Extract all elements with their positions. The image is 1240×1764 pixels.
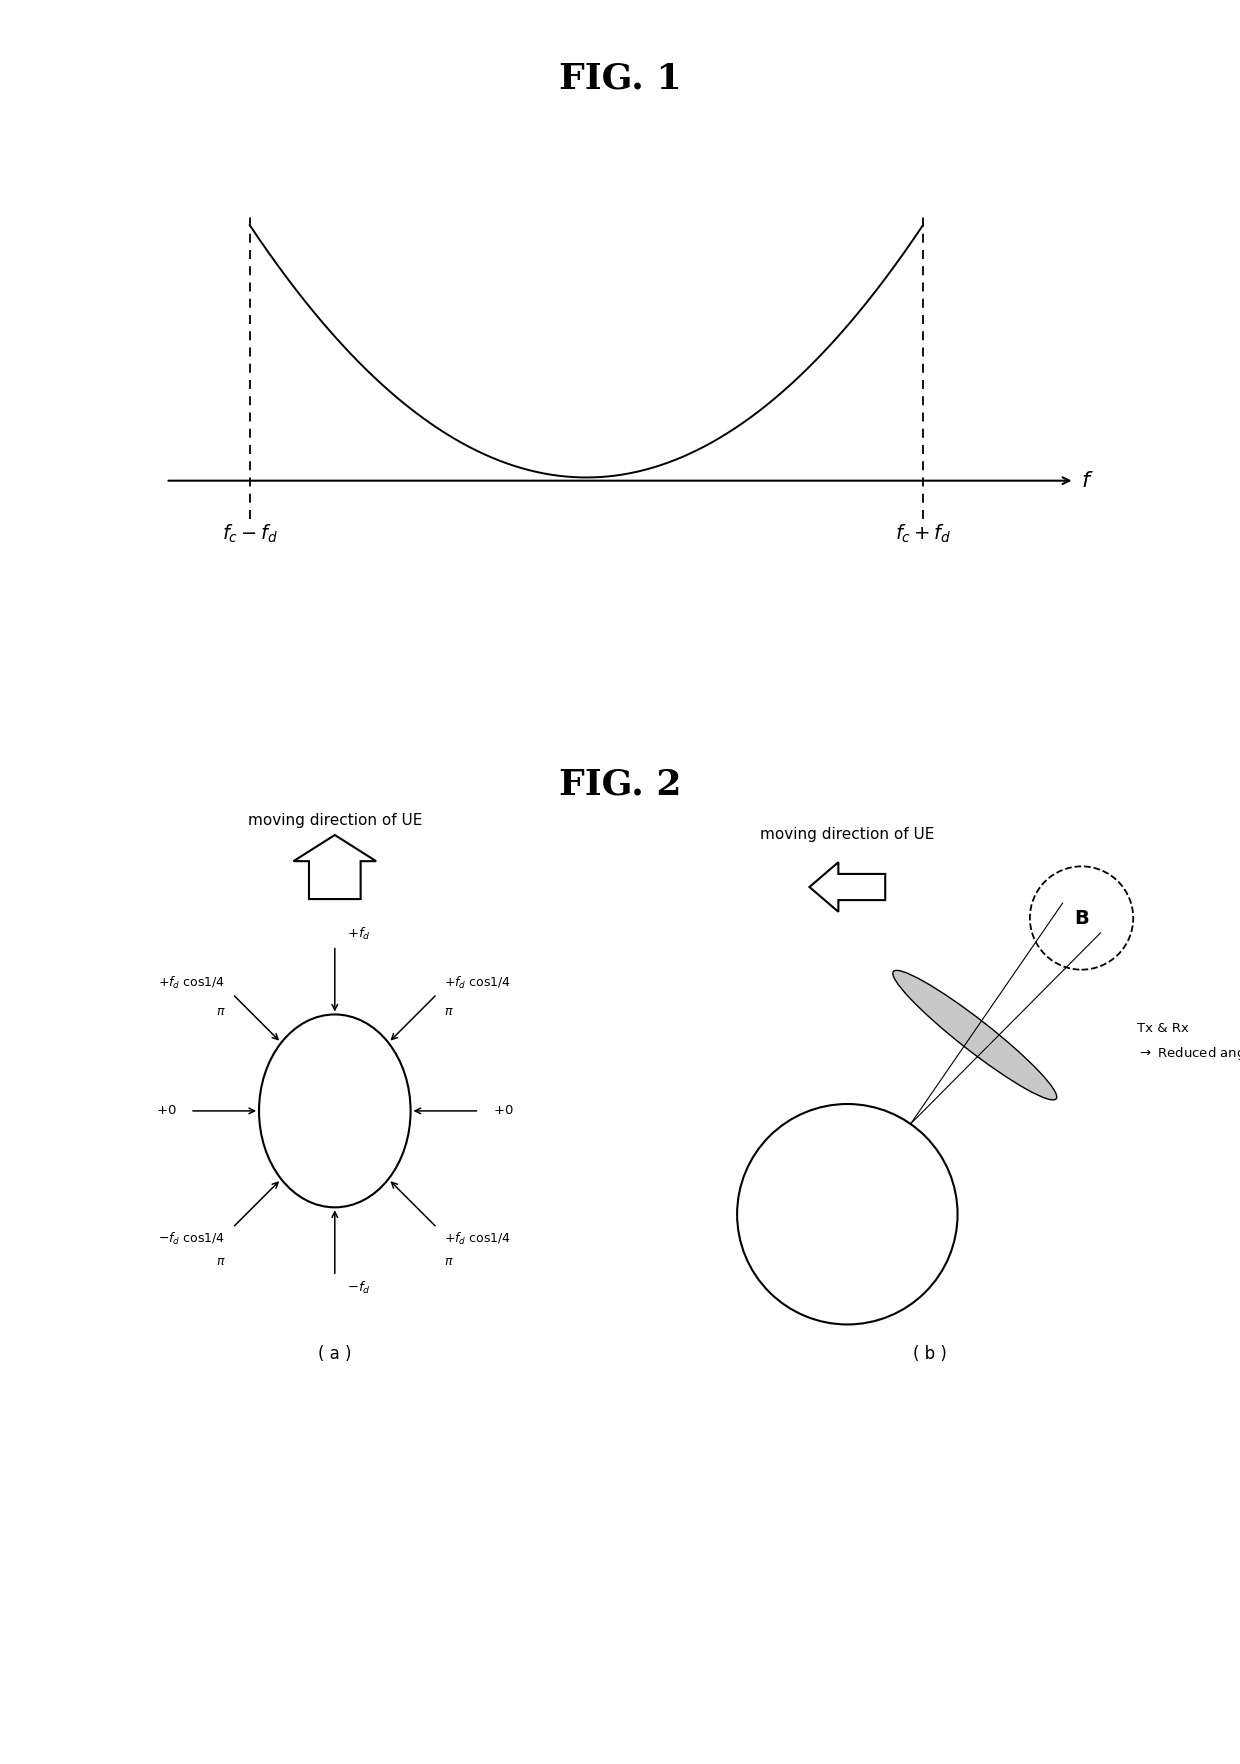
Text: $+f_d$ cos1/4: $+f_d$ cos1/4 — [159, 974, 226, 991]
Text: $-f_d$ cos1/4: $-f_d$ cos1/4 — [159, 1231, 226, 1247]
Text: $+0$: $+0$ — [156, 1104, 176, 1117]
Text: B: B — [1074, 908, 1089, 928]
Text: $\pi$: $\pi$ — [216, 1005, 226, 1018]
Text: ( b ): ( b ) — [913, 1344, 947, 1364]
Text: $+0$: $+0$ — [494, 1104, 513, 1117]
Text: $+f_d$ cos1/4: $+f_d$ cos1/4 — [444, 1231, 511, 1247]
Text: FIG. 1: FIG. 1 — [559, 62, 681, 95]
Text: Tx & Rx
$\rightarrow$ Reduced angular spread: Tx & Rx $\rightarrow$ Reduced angular sp… — [1137, 1021, 1240, 1062]
Text: moving direction of UE: moving direction of UE — [248, 813, 422, 829]
Text: ( a ): ( a ) — [317, 1344, 352, 1364]
Text: $-f_d$: $-f_d$ — [347, 1279, 371, 1297]
Text: $\pi$: $\pi$ — [444, 1005, 454, 1018]
Text: moving direction of UE: moving direction of UE — [760, 827, 935, 841]
Text: $\pi$: $\pi$ — [444, 1256, 454, 1268]
Text: $+f_d$ cos1/4: $+f_d$ cos1/4 — [444, 974, 511, 991]
Text: $f$: $f$ — [1081, 471, 1094, 490]
Text: $f_c+f_d$: $f_c+f_d$ — [895, 522, 951, 545]
Text: FIG. 2: FIG. 2 — [559, 767, 681, 801]
Text: $+f_d$: $+f_d$ — [347, 926, 371, 942]
Ellipse shape — [893, 970, 1056, 1101]
Text: $f_c-f_d$: $f_c-f_d$ — [222, 522, 278, 545]
Text: $\pi$: $\pi$ — [216, 1256, 226, 1268]
